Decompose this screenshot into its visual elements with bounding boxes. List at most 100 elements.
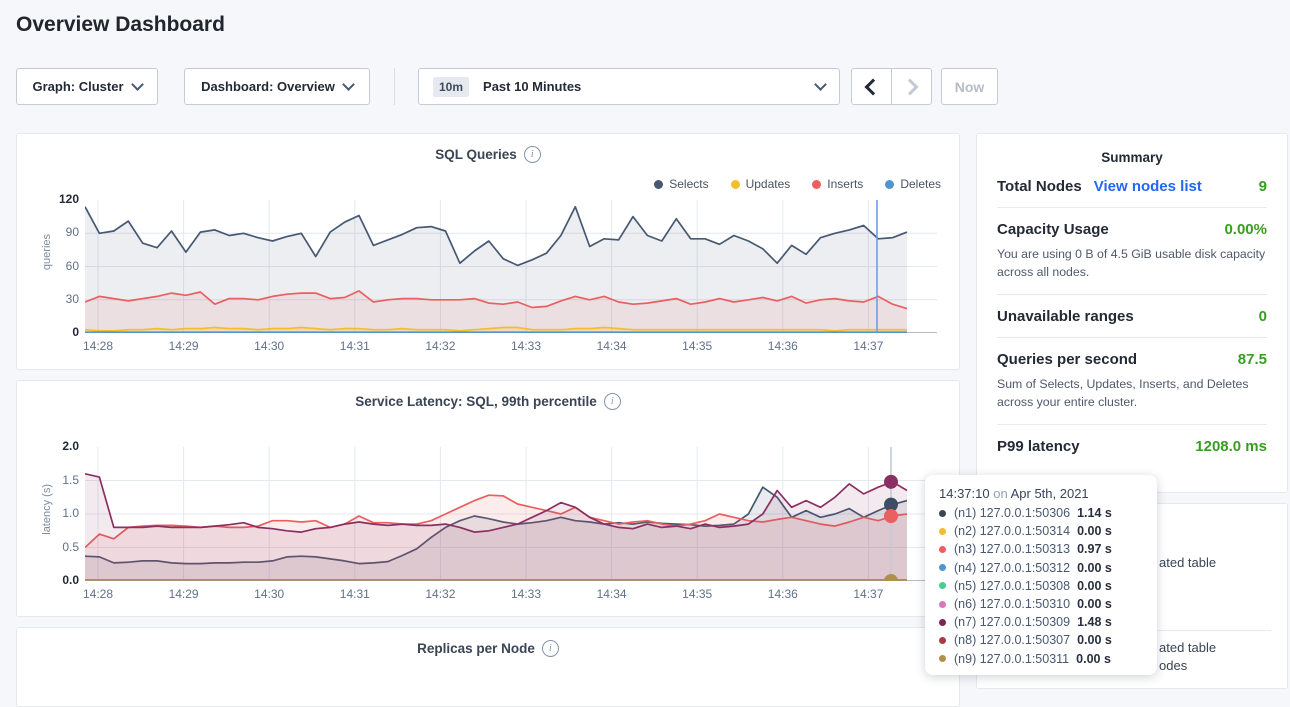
legend-dot-icon — [731, 180, 740, 189]
legend-dot-icon — [654, 180, 663, 189]
x-tick-label: 14:31 — [330, 587, 380, 601]
x-tick-label: 14:37 — [843, 339, 893, 353]
tooltip-node-row: (n4) 127.0.0.1:50312 0.00 s — [939, 559, 1143, 577]
legend-label: Updates — [746, 177, 791, 191]
sql-queries-plot[interactable] — [85, 200, 937, 333]
y-tick-label: 30 — [17, 292, 79, 306]
now-button[interactable]: Now — [941, 68, 998, 105]
node-color-dot-icon — [939, 546, 946, 553]
x-tick-label: 14:33 — [501, 339, 551, 353]
tooltip-node-address: (n3) 127.0.0.1:50313 — [954, 542, 1070, 556]
tooltip-node-address: (n7) 127.0.0.1:50309 — [954, 615, 1070, 629]
sql-queries-legend: Selects Updates Inserts Deletes — [654, 177, 941, 191]
y-tick-label: 0.5 — [17, 540, 79, 554]
sql-queries-card: SQL Queries i SelectsUpdatesInsertsDelet… — [16, 133, 960, 370]
node-color-dot-icon — [939, 564, 946, 571]
summary-title: Summary — [977, 134, 1287, 165]
now-button-label: Now — [955, 79, 985, 95]
y-tick-label: 60 — [17, 259, 79, 273]
summary-qps-row: Queries per second 87.5 Sum of Selects, … — [997, 338, 1267, 425]
node-color-dot-icon — [939, 528, 946, 535]
node-color-dot-icon — [939, 601, 946, 608]
x-tick-label: 14:28 — [73, 587, 123, 601]
node-color-dot-icon — [939, 637, 946, 644]
replicas-per-node-card: Replicas per Node i — [16, 627, 960, 707]
tooltip-date: Apr 5th, 2021 — [1011, 486, 1089, 501]
node-color-dot-icon — [939, 619, 946, 626]
legend-label: Deletes — [900, 177, 941, 191]
x-tick-label: 14:29 — [159, 587, 209, 601]
node-color-dot-icon — [939, 582, 946, 589]
tooltip-node-row: (n5) 127.0.0.1:503080.00 s — [939, 577, 1143, 595]
tooltip-node-row: (n6) 127.0.0.1:50310 0.00 s — [939, 595, 1143, 613]
tooltip-node-latency: 1.48 s — [1077, 615, 1112, 629]
x-tick-label: 14:35 — [672, 587, 722, 601]
y-tick-label: 120 — [17, 192, 79, 206]
tooltip-node-address: (n6) 127.0.0.1:50310 — [954, 597, 1070, 611]
info-icon[interactable]: i — [542, 640, 559, 657]
x-tick-label: 14:30 — [244, 587, 294, 601]
y-tick-label: 2.0 — [17, 439, 79, 453]
total-nodes-label: Total Nodes — [997, 178, 1082, 195]
y-tick-label: 0.0 — [17, 573, 79, 587]
y-tick-label: 1.0 — [17, 506, 79, 520]
x-tick-label: 14:30 — [244, 339, 294, 353]
page-title: Overview Dashboard — [16, 13, 225, 37]
tooltip-node-address: (n9) 127.0.0.1:50311 — [954, 652, 1069, 666]
chart-hover-tooltip: 14:37:10 on Apr 5th, 2021 (n1) 127.0.0.1… — [925, 475, 1157, 675]
tooltip-node-address: (n1) 127.0.0.1:50306 — [954, 506, 1070, 520]
legend-item-inserts[interactable]: Inserts — [812, 177, 863, 191]
x-tick-label: 14:36 — [758, 339, 808, 353]
tooltip-node-row: (n2) 127.0.0.1:503140.00 s — [939, 522, 1143, 540]
node-color-dot-icon — [939, 655, 946, 662]
tooltip-node-latency: 0.00 s — [1077, 561, 1112, 575]
service-latency-plot[interactable] — [85, 447, 937, 581]
dashboard-dropdown-label: Dashboard: Overview — [201, 79, 335, 94]
legend-dot-icon — [885, 180, 894, 189]
event-text-fragment: ated table — [1159, 555, 1216, 570]
tooltip-node-latency: 0.00 s — [1077, 579, 1112, 593]
qps-value: 87.5 — [1238, 351, 1267, 368]
view-nodes-list-link[interactable]: View nodes list — [1094, 178, 1202, 195]
unavailable-ranges-value: 0 — [1259, 308, 1267, 325]
x-tick-label: 14:28 — [73, 339, 123, 353]
capacity-usage-description: You are using 0 B of 4.5 GiB usable disk… — [997, 245, 1267, 282]
legend-dot-icon — [812, 180, 821, 189]
event-text-fragment: ated table — [1159, 640, 1216, 655]
x-tick-label: 14:29 — [159, 339, 209, 353]
p99-latency-label: P99 latency — [997, 438, 1080, 455]
summary-panel: Summary Total Nodes View nodes list 9 Ca… — [976, 133, 1288, 493]
time-range-picker[interactable]: 10m Past 10 Minutes — [418, 68, 840, 105]
chevron-down-icon — [342, 78, 355, 91]
time-back-button[interactable] — [851, 68, 892, 105]
capacity-usage-label: Capacity Usage — [997, 221, 1109, 238]
service-latency-card: Service Latency: SQL, 99th percentile i … — [16, 380, 960, 617]
x-tick-label: 14:34 — [587, 587, 637, 601]
summary-total-nodes-row: Total Nodes View nodes list 9 — [997, 165, 1267, 208]
tooltip-node-latency: 0.00 s — [1077, 597, 1112, 611]
tooltip-time: 14:37:10 — [939, 486, 990, 501]
legend-item-updates[interactable]: Updates — [731, 177, 791, 191]
event-text-fragment: odes — [1159, 658, 1187, 673]
dashboard-dropdown[interactable]: Dashboard: Overview — [184, 68, 370, 105]
graph-dropdown[interactable]: Graph: Cluster — [16, 68, 158, 105]
tooltip-node-row: (n7) 127.0.0.1:50309 1.48 s — [939, 613, 1143, 631]
y-tick-label: 1.5 — [17, 473, 79, 487]
chevron-right-icon — [902, 78, 919, 95]
x-tick-label: 14:34 — [587, 339, 637, 353]
tooltip-node-row: (n1) 127.0.0.1:503061.14 s — [939, 504, 1143, 522]
tooltip-node-latency: 0.00 s — [1077, 633, 1112, 647]
tooltip-node-address: (n4) 127.0.0.1:50312 — [954, 561, 1070, 575]
info-icon[interactable]: i — [524, 146, 541, 163]
node-color-dot-icon — [939, 510, 946, 517]
legend-item-deletes[interactable]: Deletes — [885, 177, 941, 191]
capacity-usage-value: 0.00% — [1224, 221, 1267, 238]
chevron-left-icon — [865, 78, 882, 95]
info-icon[interactable]: i — [604, 393, 621, 410]
tooltip-node-latency: 0.00 s — [1076, 652, 1111, 666]
time-forward-button[interactable] — [891, 68, 932, 105]
legend-label: Selects — [669, 177, 708, 191]
legend-label: Inserts — [827, 177, 863, 191]
legend-item-selects[interactable]: Selects — [654, 177, 708, 191]
summary-unavailable-ranges-row: Unavailable ranges 0 — [997, 295, 1267, 338]
